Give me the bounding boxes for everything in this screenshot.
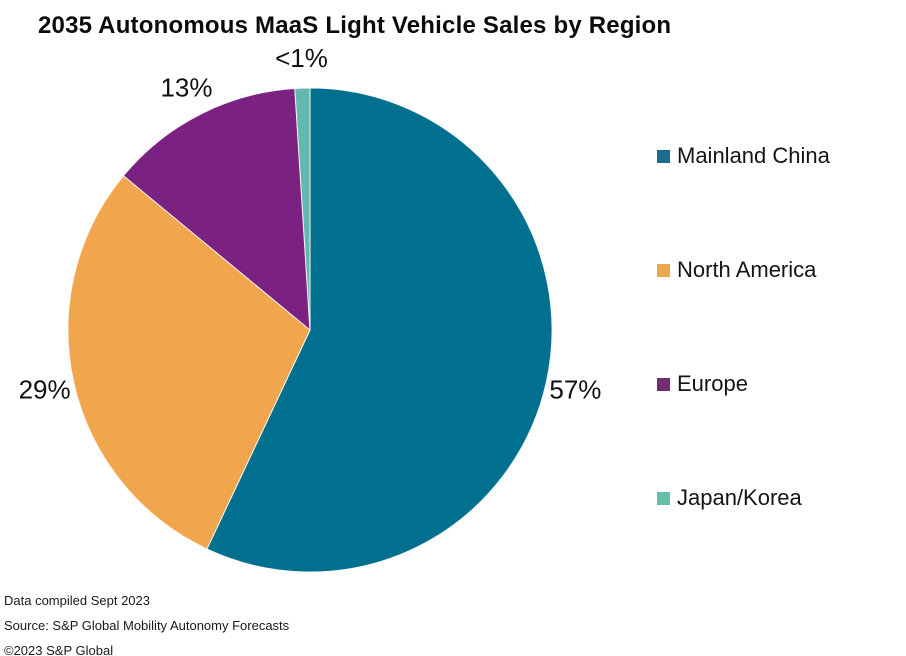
legend-item-japan-korea: Japan/Korea [657, 485, 830, 510]
legend-item-mainland-china: Mainland China [657, 143, 830, 168]
pie-slice-europe [122, 87, 311, 332]
footer-source: Source: S&P Global Mobility Autonomy For… [4, 618, 290, 633]
footer-copyright: ©2023 S&P Global [4, 643, 114, 656]
pie-label-mainland-china: 57% [549, 374, 601, 404]
pie-slice-japan-korea [294, 87, 311, 331]
legend-label-japan-korea: Japan/Korea [677, 485, 802, 510]
pie-slice-mainland-china [206, 87, 553, 573]
legend-swatch-north-america [657, 263, 670, 277]
legend: Mainland China North America Europe Japa… [657, 143, 830, 510]
legend-swatch-japan-korea [657, 491, 670, 505]
legend-label-europe: Europe [677, 371, 748, 396]
legend-label-north-america: North America [677, 257, 817, 282]
legend-swatch-mainland-china [657, 149, 670, 163]
pie-label-europe: 13% [160, 73, 212, 103]
pie-label-japan-korea: <1% [275, 43, 328, 73]
legend-label-mainland-china: Mainland China [677, 143, 830, 168]
footer-data-compiled: Data compiled Sept 2023 [4, 593, 150, 608]
chart-title: 2035 Autonomous MaaS Light Vehicle Sales… [38, 12, 672, 39]
pie-slice-north-america [67, 175, 311, 550]
footer-notes: Data compiled Sept 2023 Source: S&P Glob… [4, 588, 289, 656]
legend-item-north-america: North America [657, 257, 830, 282]
legend-swatch-europe [657, 377, 670, 391]
legend-item-europe: Europe [657, 371, 830, 396]
pie-label-north-america: 29% [19, 374, 71, 404]
